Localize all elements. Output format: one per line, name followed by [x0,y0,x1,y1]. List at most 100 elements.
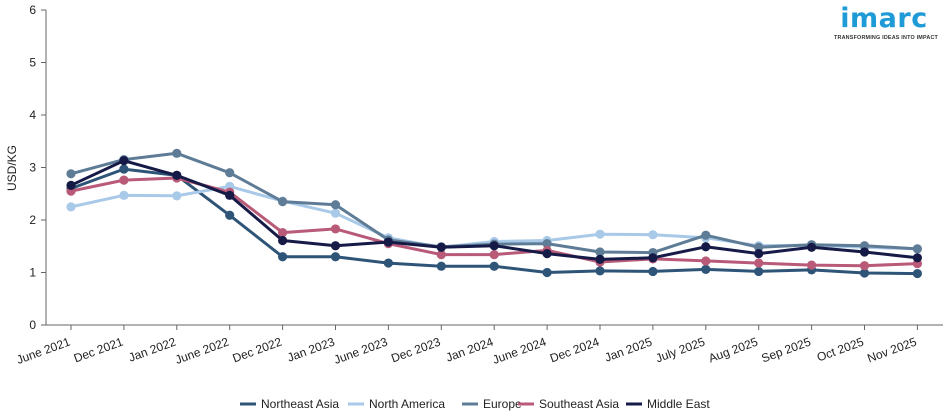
data-point [859,261,870,271]
data-point [912,268,923,279]
data-point [330,241,341,251]
legend-label: Middle East [647,397,710,411]
x-tick-label: Dec 2022 [231,335,284,366]
x-tick-label: Dec 2023 [389,335,442,366]
legend-item: North America [348,397,445,411]
data-point [330,224,341,234]
data-point [489,250,499,260]
data-point [172,191,182,201]
series-europe [66,148,923,258]
data-point [701,256,711,266]
x-tick-label: Dec 2024 [548,335,601,366]
data-point [595,247,605,257]
y-tick-label: 2 [29,213,36,227]
data-point [648,266,658,277]
data-point [859,241,870,251]
data-point [66,202,76,212]
x-tick-label: Oct 2025 [815,335,866,365]
series-layer [66,148,923,279]
data-point [66,169,76,179]
imarc-logo: imarc TRANSFORMING IDEAS INTO IMPACT [834,3,939,42]
y-tick-label: 4 [29,108,36,122]
x-tick-label: June 2024 [491,335,549,367]
data-point [648,230,658,240]
data-point [701,242,711,252]
data-point [278,235,288,246]
y-tick-label: 3 [29,161,36,175]
data-point [119,190,129,200]
x-tick-label: July 2025 [654,335,707,366]
x-tick-label: Jan 2023 [285,335,336,365]
data-point [436,242,446,252]
x-tick-label: June 2022 [173,335,231,367]
x-tick-label: June 2021 [15,335,73,367]
data-point [172,148,182,158]
data-point [225,210,235,220]
data-point [436,250,446,260]
data-point [859,247,870,257]
data-point [859,268,870,278]
data-point [489,261,499,271]
logo-tagline: TRANSFORMING IDEAS INTO IMPACT [834,35,939,41]
data-point [330,200,341,210]
data-point [754,242,764,252]
data-point [754,249,764,259]
legend-label: Northeast Asia [261,397,339,411]
legend: Northeast Asia North America Europe Southea… [240,397,710,411]
data-point [172,170,182,180]
logo-wordmark: imarc [840,3,928,34]
data-point [278,252,288,262]
y-tick-label: 0 [29,318,36,332]
y-tick-label: 1 [29,266,36,280]
x-tick-label: Dec 2021 [72,335,125,366]
legend-item: Northeast Asia [240,397,339,411]
data-point [754,258,764,268]
data-point [754,266,764,277]
data-point [595,229,605,239]
legend-item: Europe [462,397,522,411]
series-middle-east [66,156,923,264]
data-point [330,208,341,218]
data-point [66,180,76,190]
data-point [119,164,129,174]
y-axis-label: USD/KG [5,145,19,191]
data-point [542,249,552,259]
x-tick-label: Nov 2025 [865,335,918,366]
data-point [648,253,658,263]
data-point [542,239,552,249]
data-point [383,258,393,268]
legend-label: Europe [483,397,522,411]
x-tick-label: Aug 2025 [707,335,760,366]
data-point [912,253,923,263]
legend-label: North America [369,397,445,411]
data-point [807,242,817,252]
x-tick-label: Jan 2022 [127,335,178,365]
data-point [701,264,711,274]
data-point [595,254,605,264]
x-tick-label: Jan 2024 [444,335,495,365]
data-point [225,190,235,200]
data-point [383,237,393,247]
x-tick-label: Sep 2025 [760,335,813,366]
data-point [436,261,446,271]
data-point [278,228,288,238]
data-point [595,266,605,276]
legend-item: Middle East [626,397,710,411]
data-point [489,241,499,251]
data-point [330,252,341,262]
x-tick-label: June 2023 [332,335,390,367]
data-point [119,156,129,166]
y-tick-label: 6 [29,3,36,17]
data-point [701,230,711,240]
data-point [912,244,923,254]
x-tick-label: Jan 2025 [603,335,654,365]
data-point [542,267,552,278]
legend-label: Southeast Asia [539,397,619,411]
data-point [807,260,817,270]
data-point [278,197,288,207]
y-tick-label: 5 [29,56,36,70]
legend-item: Southeast Asia [518,397,619,411]
data-point [225,168,235,178]
